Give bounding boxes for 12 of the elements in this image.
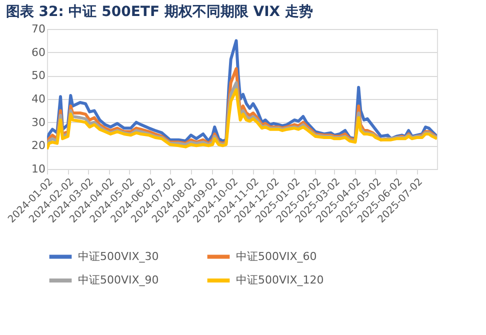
y-tick-label: 60: [32, 46, 46, 59]
y-tick-label: 40: [32, 92, 46, 106]
y-tick-label: 30: [32, 116, 46, 129]
y-tick-label: 70: [32, 22, 46, 36]
legend-label: 中证500VIX_60: [236, 250, 317, 263]
y-tick-label: 20: [32, 139, 46, 152]
legend-label: 中证500VIX_90: [78, 274, 159, 286]
chart-title: 图表 32: 中证 500ETF 期权不同期限 VIX 走势: [6, 4, 313, 20]
legend-label: 中证500VIX_30: [78, 250, 159, 263]
legend-label: 中证500VIX_120: [236, 274, 324, 286]
y-tick-label: 50: [32, 69, 46, 82]
y-tick-label: 10: [32, 162, 46, 176]
